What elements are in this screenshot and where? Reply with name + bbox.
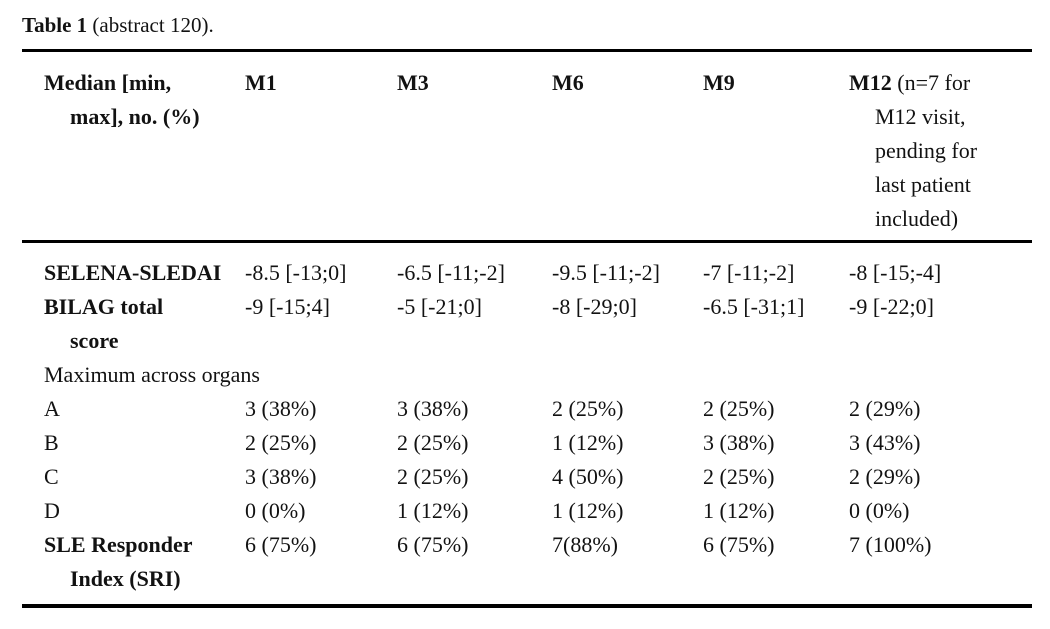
cell-m12: 3 (43%): [849, 430, 921, 455]
table-row-bilag-total-score: BILAG total score -9 [-15;4] -5 [-21;0] …: [22, 290, 1032, 358]
table-row-maximum-across-organs: Maximum across organs: [22, 358, 1032, 392]
cell-m6: 1 (12%): [552, 498, 624, 523]
cell-m12: -9 [-22;0]: [849, 294, 934, 319]
page: Table 1 (abstract 120). Median [min, max…: [22, 10, 1032, 608]
cell-m12: -8 [-15;-4]: [849, 260, 942, 285]
cell-m9: 2 (25%): [703, 464, 775, 489]
column-header-m12: M12 (n=7 for M12 visit, pending for last…: [849, 50, 1032, 243]
cell-m9: 1 (12%): [703, 498, 775, 523]
cell-m3: -6.5 [-11;-2]: [397, 260, 505, 285]
row-label: B: [44, 430, 59, 455]
cell-m9: -7 [-11;-2]: [703, 260, 795, 285]
column-header-m3: M3: [397, 50, 552, 243]
cell-m6: 7(88%): [552, 532, 618, 557]
cell-m9: -6.5 [-31;1]: [703, 294, 805, 319]
table-body: SELENA-SLEDAI -8.5 [-13;0] -6.5 [-11;-2]…: [22, 242, 1032, 607]
cell-m9: 2 (25%): [703, 396, 775, 421]
cell-m1: -9 [-15;4]: [245, 294, 330, 319]
cell-m3: 2 (25%): [397, 430, 469, 455]
row-label: SLE Responder Index (SRI): [44, 532, 193, 591]
cell-m12: 2 (29%): [849, 464, 921, 489]
row-label: A: [44, 396, 60, 421]
cell-m6: 1 (12%): [552, 430, 624, 455]
row-label: SELENA-SLEDAI: [44, 260, 222, 285]
cell-m3: 6 (75%): [397, 532, 469, 557]
column-header-m6: M6: [552, 50, 703, 243]
table-caption: Table 1 (abstract 120).: [22, 10, 1032, 40]
table-caption-text: (abstract 120).: [87, 13, 214, 37]
cell-m3: 3 (38%): [397, 396, 469, 421]
cell-m1: -8.5 [-13;0]: [245, 260, 347, 285]
column-header-m6-label: M6: [552, 70, 584, 95]
table-row-d: D 0 (0%) 1 (12%) 1 (12%) 1 (12%) 0 (0%): [22, 494, 1032, 528]
column-header-m9: M9: [703, 50, 849, 243]
cell-m1: 2 (25%): [245, 430, 317, 455]
cell-m6: 2 (25%): [552, 396, 624, 421]
cell-m1: 6 (75%): [245, 532, 317, 557]
table-row-c: C 3 (38%) 2 (25%) 4 (50%) 2 (25%) 2 (29%…: [22, 460, 1032, 494]
table-row-b: B 2 (25%) 2 (25%) 1 (12%) 3 (38%) 3 (43%…: [22, 426, 1032, 460]
cell-m6: -9.5 [-11;-2]: [552, 260, 660, 285]
cell-m12: 2 (29%): [849, 396, 921, 421]
cell-m3: 1 (12%): [397, 498, 469, 523]
row-label: BILAG total score: [44, 294, 164, 353]
table-row-sle-responder-index: SLE Responder Index (SRI) 6 (75%) 6 (75%…: [22, 528, 1032, 606]
column-header-m9-label: M9: [703, 70, 735, 95]
cell-m9: 3 (38%): [703, 430, 775, 455]
cell-m12: 7 (100%): [849, 532, 932, 557]
column-header-m3-label: M3: [397, 70, 429, 95]
cell-m1: 3 (38%): [245, 396, 317, 421]
cell-m12: 0 (0%): [849, 498, 910, 523]
cell-m3: 2 (25%): [397, 464, 469, 489]
results-table: Median [min, max], no. (%) M1 M3 M6 M9 M…: [22, 49, 1032, 608]
table-header: Median [min, max], no. (%) M1 M3 M6 M9 M…: [22, 50, 1032, 243]
header-stat-label: Median [min, max], no. (%): [22, 50, 245, 243]
row-label: C: [44, 464, 59, 489]
column-header-m12-label: M12: [849, 70, 892, 95]
column-header-m1-label: M1: [245, 70, 277, 95]
cell-m1: 3 (38%): [245, 464, 317, 489]
table-caption-number: Table 1: [22, 13, 88, 37]
column-header-m1: M1: [245, 50, 397, 243]
header-row: Median [min, max], no. (%) M1 M3 M6 M9 M…: [22, 50, 1032, 243]
cell-m3: -5 [-21;0]: [397, 294, 482, 319]
cell-m1: 0 (0%): [245, 498, 306, 523]
cell-m6: -8 [-29;0]: [552, 294, 637, 319]
cell-m9: 6 (75%): [703, 532, 775, 557]
row-label: Maximum across organs: [44, 362, 260, 387]
row-label: D: [44, 498, 60, 523]
cell-m6: 4 (50%): [552, 464, 624, 489]
column-header-m12-note: (n=7 for M12 visit, pending for last pat…: [875, 70, 978, 231]
table-row-selena-sledai: SELENA-SLEDAI -8.5 [-13;0] -6.5 [-11;-2]…: [22, 242, 1032, 291]
table-row-a: A 3 (38%) 3 (38%) 2 (25%) 2 (25%) 2 (29%…: [22, 392, 1032, 426]
